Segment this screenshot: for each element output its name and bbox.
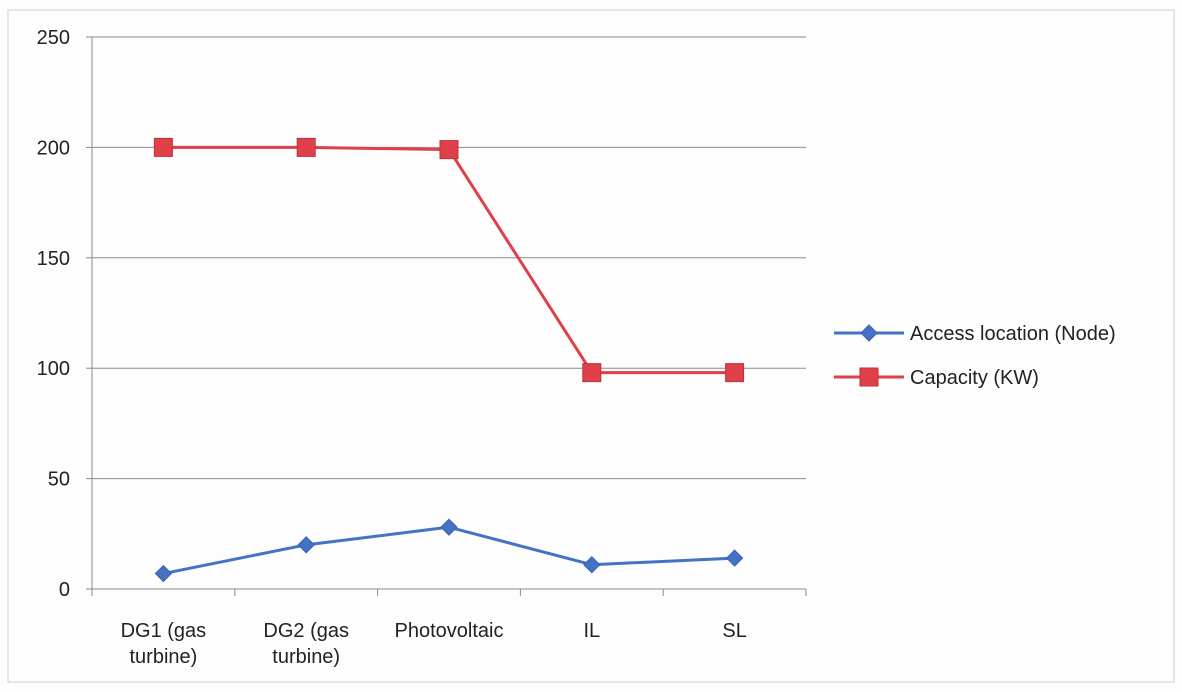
data-point [153,137,173,157]
y-tick-label: 250 [37,27,70,49]
series-lines [153,137,745,583]
y-tick-label: 50 [48,469,70,491]
data-point [297,536,315,554]
data-point [583,556,601,574]
legend-swatch-marker [860,324,878,342]
y-tick-label: 100 [37,358,70,380]
y-tick-label: 150 [37,248,70,270]
x-tick-labels: DG1 (gas turbine) DG2 (gas turbine) Photovol… [121,620,747,668]
x-tick-label-line: DG2 (gas [263,620,349,642]
series-capacity [153,137,745,383]
series-line [163,145,735,375]
y-tick-label: 200 [37,137,70,159]
x-tick-label: DG1 (gas turbine) [121,620,207,668]
legend-label: Access location (Node) [910,323,1116,345]
legend-item: Access location (Node) [834,323,1116,345]
y-tick-label: 0 [59,579,70,601]
x-tick-label-line: Photovoltaic [395,620,504,642]
data-point [582,363,602,383]
chart-border [7,9,1175,683]
data-point [439,140,459,160]
gridlines [92,36,806,480]
x-tick-label: SL [722,620,746,642]
data-point [296,137,316,157]
x-tick-label-line: DG1 (gas [121,620,207,642]
x-tick-label-line: SL [722,620,746,642]
axes [86,36,807,596]
x-tick-label-line: IL [583,620,600,642]
x-tick-label: DG2 (gas turbine) [263,620,349,668]
legend-swatch-marker [859,367,879,387]
data-point [725,549,744,567]
x-tick-label-line: turbine) [129,646,197,668]
data-point [725,363,745,383]
series-access-location [154,518,744,583]
legend: Access location (Node) Capacity (KW) [834,323,1116,389]
y-tick-labels: 0 50 100 150 200 250 [37,27,70,601]
data-point [154,564,173,583]
legend-label: Capacity (KW) [910,367,1039,389]
x-tick-label: IL [583,620,600,642]
x-tick-label: Photovoltaic [395,620,504,642]
legend-item: Capacity (KW) [834,367,1039,389]
x-tick-label-line: turbine) [272,646,340,668]
data-point [440,518,458,536]
